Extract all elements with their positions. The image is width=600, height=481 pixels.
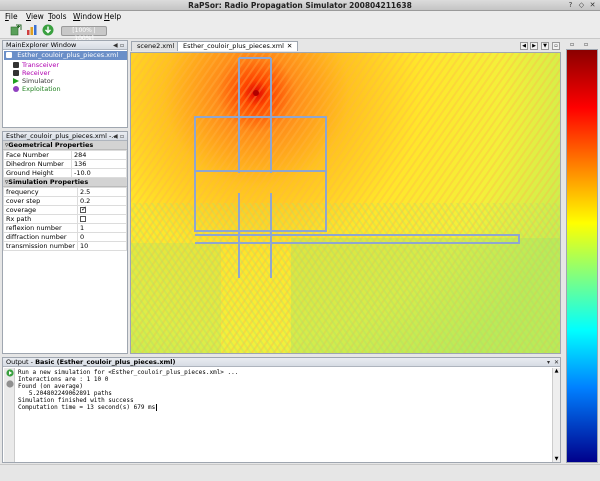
tab-scene2[interactable]: scene2.xml — [131, 41, 181, 51]
panel-options-icon[interactable]: ▾ — [547, 359, 551, 366]
color-scale-bar — [566, 49, 598, 463]
property-row[interactable]: Rx path — [3, 214, 128, 224]
property-row[interactable]: diffraction number 0 — [3, 232, 128, 242]
explorer-panel-title: MainExplorer Window — [6, 41, 77, 49]
toolbar — [0, 22, 600, 39]
property-row[interactable]: Face Number 284 — [3, 150, 127, 160]
simulation-properties-header[interactable]: ▿Simulation Properties — [3, 178, 127, 187]
output-gutter — [4, 368, 15, 462]
bar-chart-icon[interactable] — [26, 24, 38, 36]
text-cursor — [156, 404, 158, 411]
antenna-icon — [13, 62, 19, 68]
restore-editor-icon[interactable]: ▫ — [552, 42, 560, 50]
properties-panel-title: Esther_couloir_plus_pieces.xml -... — [6, 132, 118, 140]
collapse-icon: ▿ — [5, 141, 9, 149]
help-window-button[interactable]: ? — [568, 1, 573, 9]
color-scale-panel: ▫ ▫ — [564, 40, 598, 464]
tab-list-icon[interactable]: ▼ — [541, 42, 549, 50]
property-row[interactable]: Ground Height -10.0 — [3, 168, 127, 178]
console-line: 5.204802249062891 paths — [18, 390, 112, 397]
tree-item-exploitation[interactable]: Exploitation — [13, 85, 61, 93]
console-line: Run a new simulation for <Esther_couloir… — [18, 369, 239, 376]
property-row[interactable]: cover step 0.2 — [3, 196, 128, 206]
transmission-number-value[interactable]: 10 — [76, 241, 128, 251]
panel-close-icon[interactable]: ▫ — [584, 41, 589, 48]
panel-close-icon[interactable]: ✕ — [554, 359, 560, 366]
property-row[interactable]: reflexion number 1 — [3, 223, 128, 233]
file-icon — [6, 52, 12, 58]
status-bar — [0, 464, 600, 481]
explorer-panel-header: MainExplorer Window — [3, 41, 127, 50]
antenna-icon — [13, 70, 19, 76]
coverage-checkbox[interactable] — [79, 207, 87, 213]
maximize-window-button[interactable]: ◇ — [578, 1, 585, 9]
property-row[interactable]: coverage — [3, 205, 128, 215]
rerun-icon[interactable] — [6, 369, 14, 377]
panel-restore-icon[interactable]: ▫ — [120, 42, 125, 49]
output-panel-header: Output - Basic (Esther_couloir_plus_piec… — [3, 358, 560, 367]
reflexion-number-value[interactable]: 1 — [76, 223, 128, 233]
tree-item-receiver[interactable]: Receiver — [13, 69, 61, 77]
close-window-button[interactable]: ✕ — [589, 1, 596, 9]
tab-esther-couloir[interactable]: Esther_couloir_plus_pieces.xml ✕ — [177, 41, 299, 51]
chart-icon — [13, 86, 19, 92]
panel-restore-icon[interactable]: ▫ — [570, 41, 575, 48]
tree-item-transceiver[interactable]: Transceiver — [13, 61, 61, 69]
window-title: RaPSor: Radio Propagation Simulator 2008… — [188, 1, 412, 10]
scroll-down-icon[interactable]: ▼ — [554, 456, 559, 462]
geometrical-properties-header[interactable]: ▿Geometrical Properties — [3, 141, 127, 150]
console-line: Computation time = 13 second(s) 679 ms — [18, 404, 158, 411]
property-row[interactable]: frequency 2.5 — [3, 187, 128, 197]
panel-restore-icon[interactable]: ▫ — [120, 133, 125, 140]
menu-window[interactable]: Window — [73, 12, 103, 21]
scroll-tabs-right-icon[interactable]: ▶ — [530, 42, 538, 50]
menu-help[interactable]: Help — [104, 12, 122, 21]
geometry-table: Face Number 284 Dihedron Number 136 Ground… — [3, 150, 127, 178]
properties-panel: Esther_couloir_plus_pieces.xml -... ◀ ▫ … — [2, 131, 128, 354]
output-console[interactable]: Run a new simulation for <Esther_couloir… — [18, 369, 553, 411]
output-panel-title: Basic (Esther_couloir_plus_pieces.xml) — [35, 358, 176, 366]
stop-icon[interactable] — [6, 380, 14, 388]
collapse-icon: ▿ — [5, 178, 9, 186]
diffraction-number-value[interactable]: 0 — [76, 232, 128, 242]
title-bar: RaPSor: Radio Propagation Simulator 2008… — [0, 0, 600, 11]
console-line: Simulation finished with success — [18, 397, 134, 404]
output-panel: Output - Basic (Esther_couloir_plus_piec… — [2, 357, 561, 463]
cover-step-value[interactable]: 0.2 — [76, 196, 128, 206]
menu-tools[interactable]: Tools — [48, 12, 67, 21]
menu-file[interactable]: File — [5, 12, 18, 21]
rx-path-checkbox[interactable] — [79, 216, 86, 222]
explorer-panel: MainExplorer Window ◀ ▫ Esther_couloir_p… — [2, 40, 128, 128]
property-row[interactable]: transmission number 10 — [3, 241, 128, 251]
building-walls — [194, 57, 520, 278]
menu-view[interactable]: View — [26, 12, 44, 21]
console-line: Found (on average) — [18, 383, 84, 390]
panel-nav-icon[interactable]: ◀ — [113, 133, 118, 140]
new-scene-icon[interactable] — [10, 24, 22, 36]
tree-item-simulator[interactable]: Simulator — [13, 77, 61, 85]
frequency-value[interactable]: 2.5 — [76, 187, 128, 197]
tree-root-row[interactable]: Esther_couloir_plus_pieces.xml — [4, 51, 127, 60]
scroll-up-icon[interactable]: ▲ — [554, 368, 559, 374]
close-tab-icon[interactable]: ✕ — [286, 42, 293, 50]
property-row[interactable]: Dihedron Number 136 — [3, 159, 127, 169]
console-line: Interactions are : 1 10 0 — [18, 376, 109, 383]
scale-field[interactable]: [100% | 100%] — [61, 26, 107, 42]
play-icon — [13, 78, 19, 84]
properties-panel-header: Esther_couloir_plus_pieces.xml -... — [3, 132, 127, 141]
output-scrollbar[interactable]: ▲ ▼ — [552, 368, 560, 462]
simulation-view[interactable] — [130, 52, 561, 354]
tree-root-label: Esther_couloir_plus_pieces.xml — [17, 51, 119, 59]
panel-nav-icon[interactable]: ◀ — [113, 42, 118, 49]
coverage-map[interactable] — [131, 53, 561, 354]
scroll-tabs-left-icon[interactable]: ◀ — [520, 42, 528, 50]
menu-bar: File View Tools Window Help — [0, 11, 600, 22]
download-icon[interactable] — [42, 24, 54, 36]
